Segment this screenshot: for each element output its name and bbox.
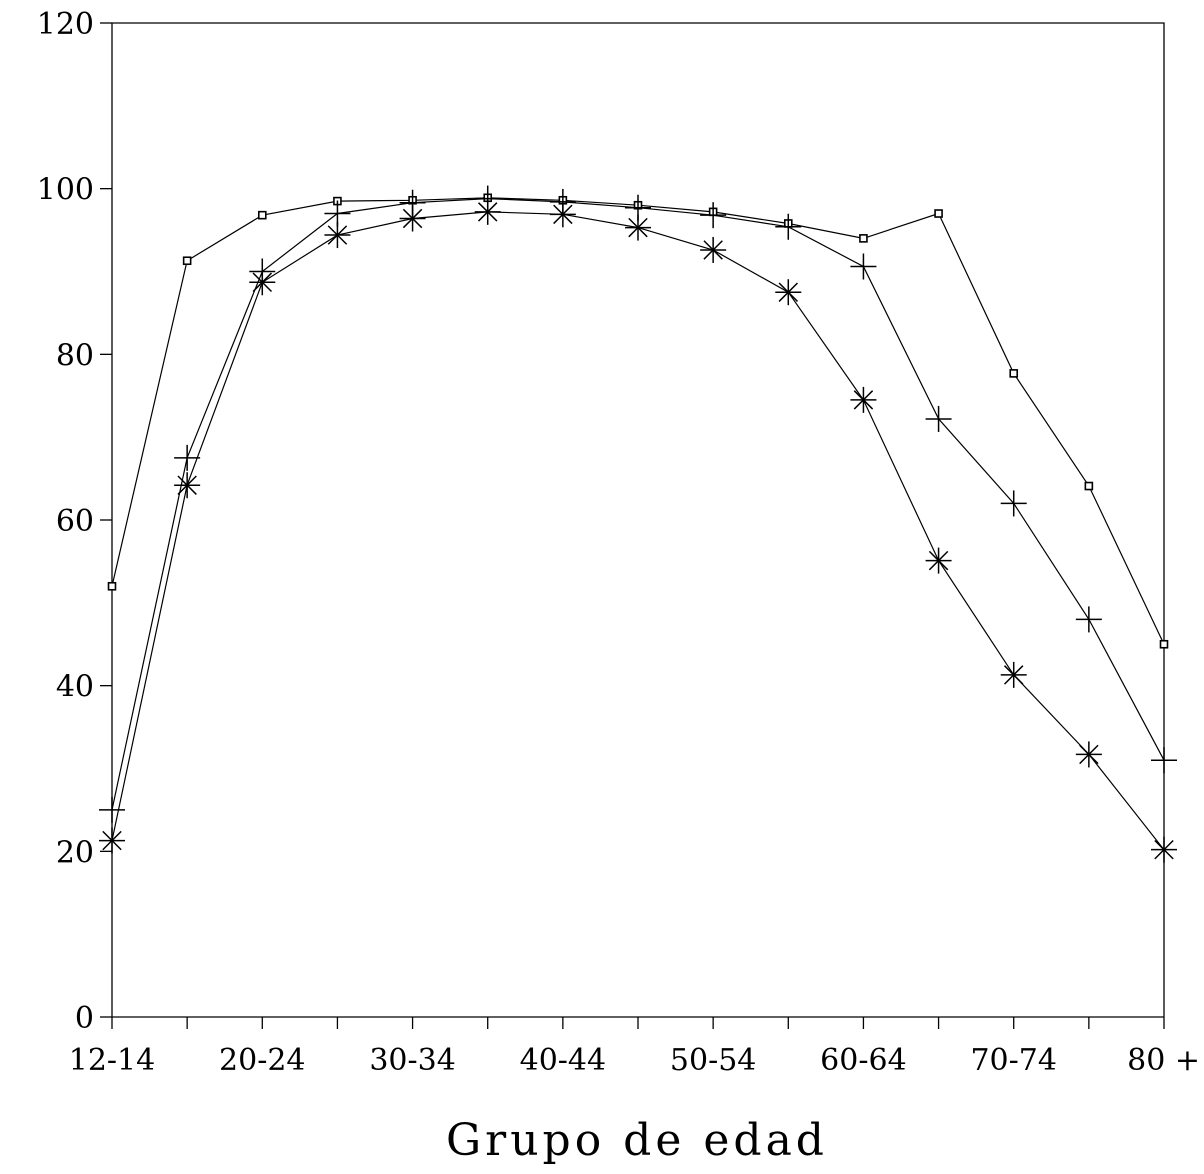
- data-point-star: [775, 279, 802, 306]
- y-tick-label: 80: [56, 338, 94, 373]
- data-point-star: [249, 269, 276, 296]
- x-tick-label: 50-54: [670, 1043, 756, 1078]
- x-tick-label: 20-24: [219, 1043, 305, 1078]
- data-point-star: [850, 386, 877, 413]
- data-point-plus: [174, 444, 201, 471]
- data-point-star: [1151, 836, 1177, 863]
- data-point-plus: [1000, 490, 1027, 517]
- data-point-star: [1000, 661, 1027, 688]
- data-point-square: [257, 210, 267, 220]
- data-point-plus: [99, 796, 125, 823]
- series-layer: [99, 185, 1177, 863]
- data-point-star: [925, 547, 952, 574]
- data-point-square: [1084, 481, 1094, 491]
- data-point-star: [324, 222, 351, 249]
- x-tick-label: 80 +: [1127, 1043, 1200, 1078]
- x-tick-label: 40-44: [520, 1043, 606, 1078]
- y-axis-ticks: 0 20 40 60 80 100 120: [37, 7, 112, 1036]
- data-point-plus: [850, 253, 877, 280]
- data-point-star: [99, 827, 125, 854]
- data-point-square: [1009, 369, 1019, 378]
- x-axis-ticks: 12-14 20-24 30-34 40-44 50-54 60-64 70-74 80 +: [69, 1017, 1200, 1078]
- data-point-square: [182, 256, 192, 266]
- data-point-plus: [775, 213, 802, 240]
- data-point-square: [934, 209, 943, 218]
- series-line: [111, 211, 1165, 851]
- data-point-star: [625, 214, 651, 241]
- x-tick-label: 12-14: [69, 1043, 155, 1078]
- y-tick-label: 0: [75, 1001, 94, 1036]
- y-tick-label: 100: [37, 173, 94, 208]
- x-axis-title: Grupo de edad: [446, 1115, 828, 1166]
- data-point-plus: [925, 405, 952, 432]
- axes: [111, 22, 1165, 1018]
- y-tick-label: 120: [37, 7, 94, 42]
- data-point-plus: [1075, 606, 1102, 633]
- x-tick-label: 60-64: [820, 1043, 906, 1078]
- data-point-square: [107, 581, 117, 591]
- data-point-plus: [1151, 747, 1177, 774]
- data-point-star: [700, 236, 727, 263]
- data-point-plus: [700, 202, 727, 229]
- series-plus: [99, 185, 1177, 823]
- data-point-star: [1075, 741, 1102, 768]
- series-square: [107, 193, 1169, 649]
- y-tick-label: 20: [56, 835, 94, 870]
- data-point-star: [399, 205, 426, 232]
- series-line: [111, 197, 1165, 645]
- y-tick-label: 60: [56, 504, 94, 539]
- data-point-square: [859, 234, 868, 243]
- data-point-star: [549, 201, 576, 228]
- series-star: [99, 198, 1177, 863]
- data-point-star: [474, 198, 501, 225]
- y-tick-label: 40: [56, 670, 94, 705]
- x-tick-label: 70-74: [970, 1043, 1056, 1078]
- data-point-square: [1159, 639, 1169, 649]
- x-tick-label: 30-34: [369, 1043, 455, 1078]
- plot-frame: [111, 22, 1165, 1017]
- data-point-star: [174, 472, 201, 499]
